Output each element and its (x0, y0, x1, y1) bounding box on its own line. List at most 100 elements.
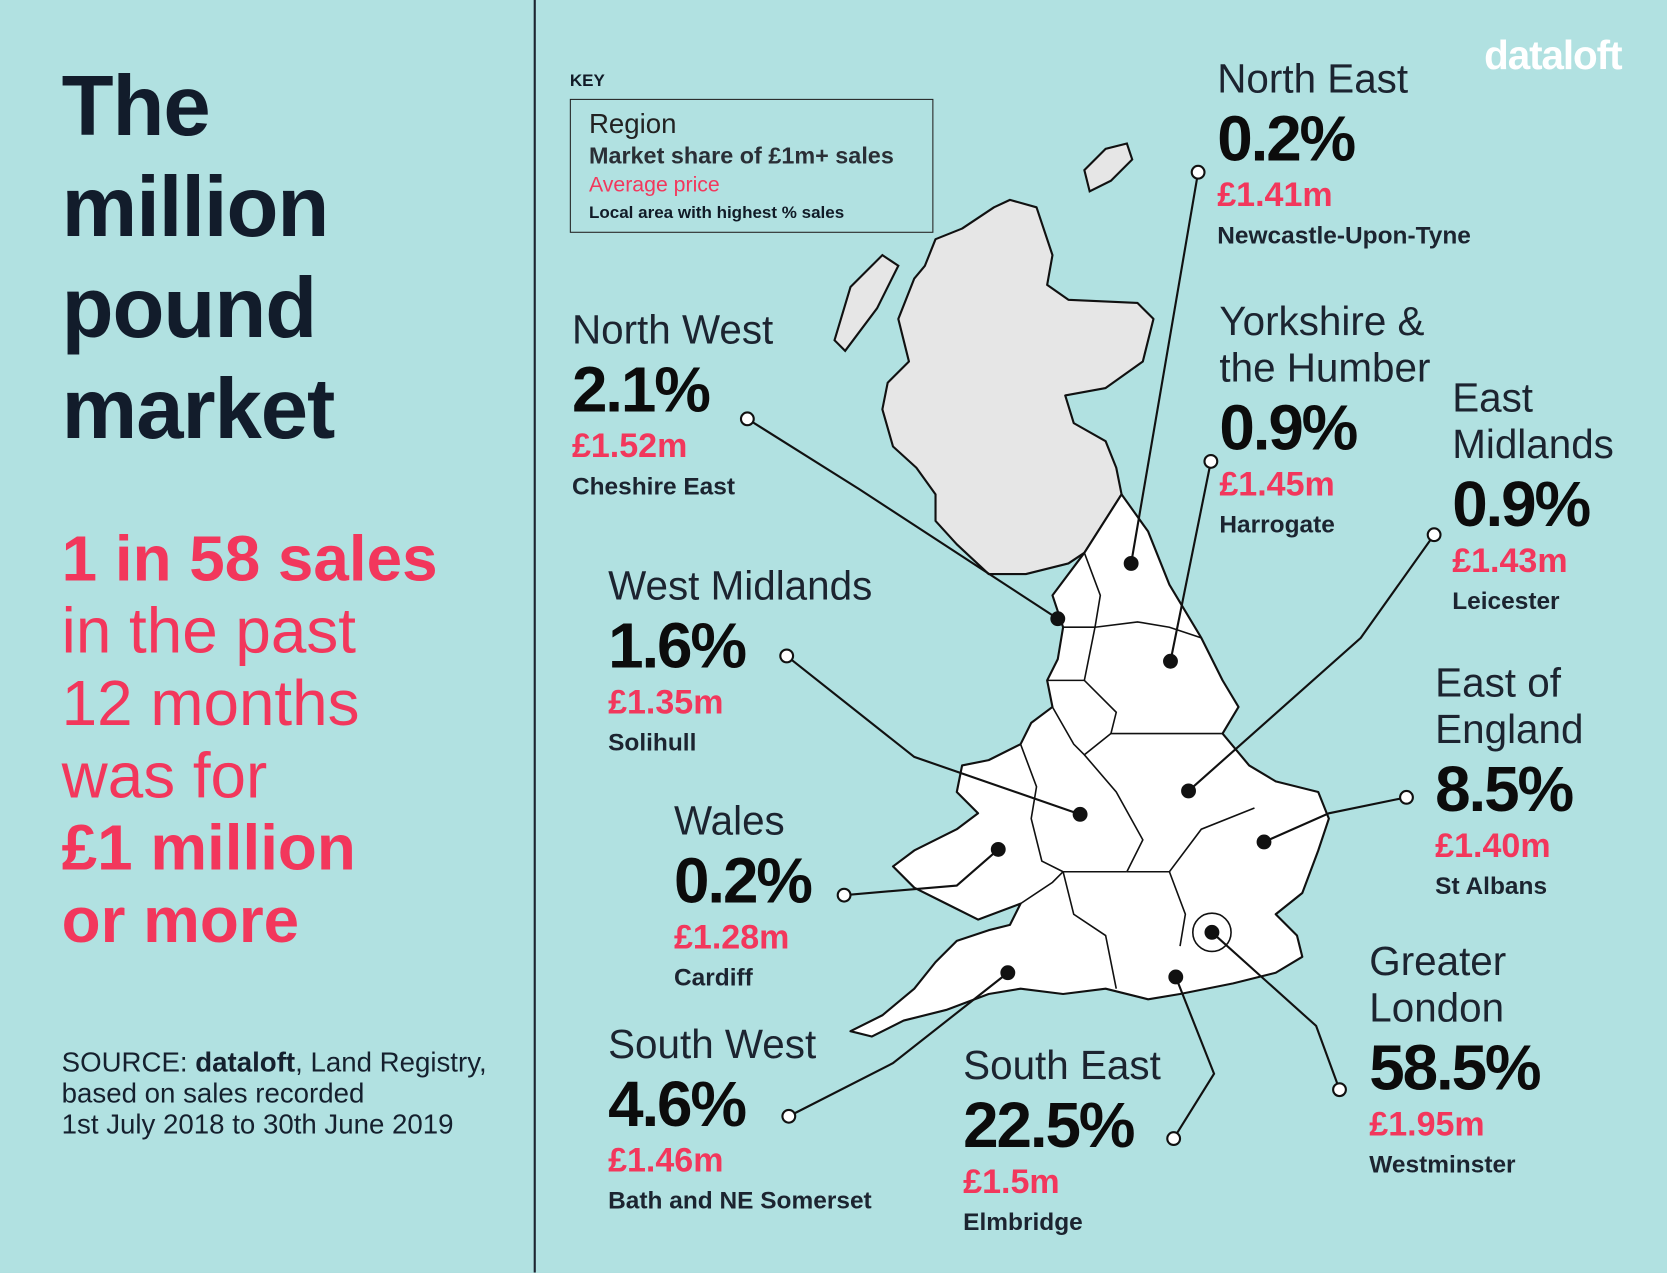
region-price: £1.43m (1452, 541, 1568, 580)
open-marker (1190, 164, 1206, 180)
key-share: Market share of £1m+ sales (588, 142, 894, 170)
region-price: £1.45m (1219, 464, 1335, 503)
leader-yorkshire (1169, 461, 1212, 662)
leader-wales (844, 848, 999, 897)
source-note: SOURCE: dataloft, Land Registry, based o… (62, 1047, 487, 1139)
region-borders (1019, 552, 1255, 989)
stat-line: was for (61, 739, 268, 812)
key-legend: Region Market share of £1m+ sales Averag… (569, 98, 934, 233)
leader-west-midlands (786, 655, 1081, 816)
stat-line: 1 in 58 sales (61, 523, 438, 595)
region-area: Cheshire East (571, 472, 736, 500)
open-marker (779, 648, 795, 664)
region-share: 0.2% (674, 845, 813, 917)
location-dot (1163, 653, 1178, 669)
open-marker (836, 887, 852, 903)
region-east-midlands: East Midlands 0.9% £1.43m Leicester (1452, 375, 1633, 622)
region-area: Cardiff (674, 963, 753, 991)
open-marker (1426, 527, 1442, 543)
region-north-west: North West 2.1% £1.52m Cheshire East (572, 307, 773, 507)
key-price: Average price (588, 173, 720, 197)
location-dot (1000, 965, 1016, 981)
source-label: SOURCE: (61, 1046, 188, 1078)
northern-isles-shape (1083, 142, 1134, 193)
page-title: The million pound market (61, 55, 336, 459)
open-marker (1399, 789, 1414, 805)
region-price: £1.95m (1369, 1104, 1485, 1143)
region-name: South East (963, 1043, 1161, 1089)
region-share: 4.6% (608, 1068, 747, 1140)
source-text: based on sales recorded (61, 1076, 365, 1109)
stat-line: £1 million (61, 812, 356, 884)
region-area: Elmbridge (963, 1207, 1083, 1236)
region-price: £1.35m (608, 682, 724, 721)
leader-north-east (1130, 172, 1200, 564)
leader-lines (746, 172, 1435, 1140)
open-marker (1203, 453, 1219, 469)
region-area: Bath and NE Somerset (608, 1186, 872, 1215)
region-yorkshire: Yorkshire & the Humber 0.9% £1.45m Harro… (1219, 299, 1448, 546)
region-name: East of England (1435, 661, 1584, 753)
region-east-of-england: East of England 8.5% £1.40m St Albans (1435, 660, 1605, 907)
location-dot (1072, 806, 1088, 822)
divider (533, 0, 536, 1273)
leader-greater-london (1211, 931, 1341, 1091)
location-dot (990, 841, 1006, 857)
region-price: £1.41m (1217, 175, 1333, 214)
region-share: 58.5% (1369, 1032, 1541, 1104)
england-wales-shape (849, 493, 1330, 1038)
location-dot (1181, 783, 1196, 799)
leader-south-east (1172, 976, 1216, 1140)
location-dot (1256, 834, 1272, 850)
region-west-midlands: West Midlands 1.6% £1.35m Solihull (608, 563, 872, 763)
region-area: Westminster (1369, 1150, 1516, 1178)
region-name: Yorkshire & the Humber (1219, 299, 1431, 392)
title-line: market (61, 361, 336, 457)
region-share: 1.6% (608, 610, 747, 682)
scotland-shape (881, 198, 1155, 576)
region-area: Leicester (1452, 586, 1560, 615)
source-text: , Land Registry, (295, 1046, 487, 1078)
region-price: £1.28m (674, 917, 790, 956)
region-north-east: North East 0.2% £1.41m Newcastle-Upon-Ty… (1217, 56, 1471, 256)
title-line: million (61, 159, 330, 255)
stat-line: or more (61, 884, 300, 956)
source-brand: dataloft (195, 1046, 296, 1078)
open-marker (781, 1108, 797, 1124)
region-name: Greater London (1369, 939, 1507, 1032)
key-area: Local area with highest % sales (588, 204, 845, 223)
open-marker (1166, 1131, 1182, 1147)
open-marker (739, 411, 755, 427)
region-south-east: South East 22.5% £1.5m Elmbridge (963, 1043, 1161, 1243)
key-label: KEY (569, 72, 605, 91)
region-price: £1.5m (963, 1161, 1060, 1201)
location-dot (1123, 556, 1139, 571)
region-area: Harrogate (1219, 510, 1335, 538)
leader-north-west (746, 417, 1059, 620)
region-price: £1.40m (1435, 826, 1551, 865)
region-share: 8.5% (1435, 753, 1574, 825)
region-name: North East (1217, 57, 1409, 103)
key-region: Region (588, 107, 677, 140)
region-name: East Midlands (1452, 376, 1614, 468)
stat-line: in the past (61, 595, 356, 667)
region-south-west: South West 4.6% £1.46m Bath and NE Somer… (608, 1022, 872, 1222)
region-area: Newcastle-Upon-Tyne (1217, 221, 1471, 249)
open-marker (1332, 1082, 1347, 1098)
source-dates: 1st July 2018 to 30th June 2019 (61, 1107, 454, 1140)
region-name: West Midlands (608, 564, 873, 610)
leader-east-of-england (1263, 796, 1407, 843)
region-greater-london: Greater London 58.5% £1.95m Westminster (1369, 939, 1541, 1186)
region-price: £1.46m (608, 1140, 724, 1179)
western-isles-shape (833, 253, 900, 353)
region-name: South West (608, 1022, 817, 1068)
headline-stat: 1 in 58 sales in the past 12 months was … (62, 523, 438, 957)
location-dots (739, 164, 1442, 1147)
region-share: 22.5% (963, 1089, 1135, 1161)
title-line: The (61, 58, 211, 154)
leader-south-west (788, 971, 1009, 1118)
region-area: Solihull (608, 728, 697, 756)
stat-line: 12 months (61, 667, 360, 739)
region-name: Wales (674, 799, 785, 845)
